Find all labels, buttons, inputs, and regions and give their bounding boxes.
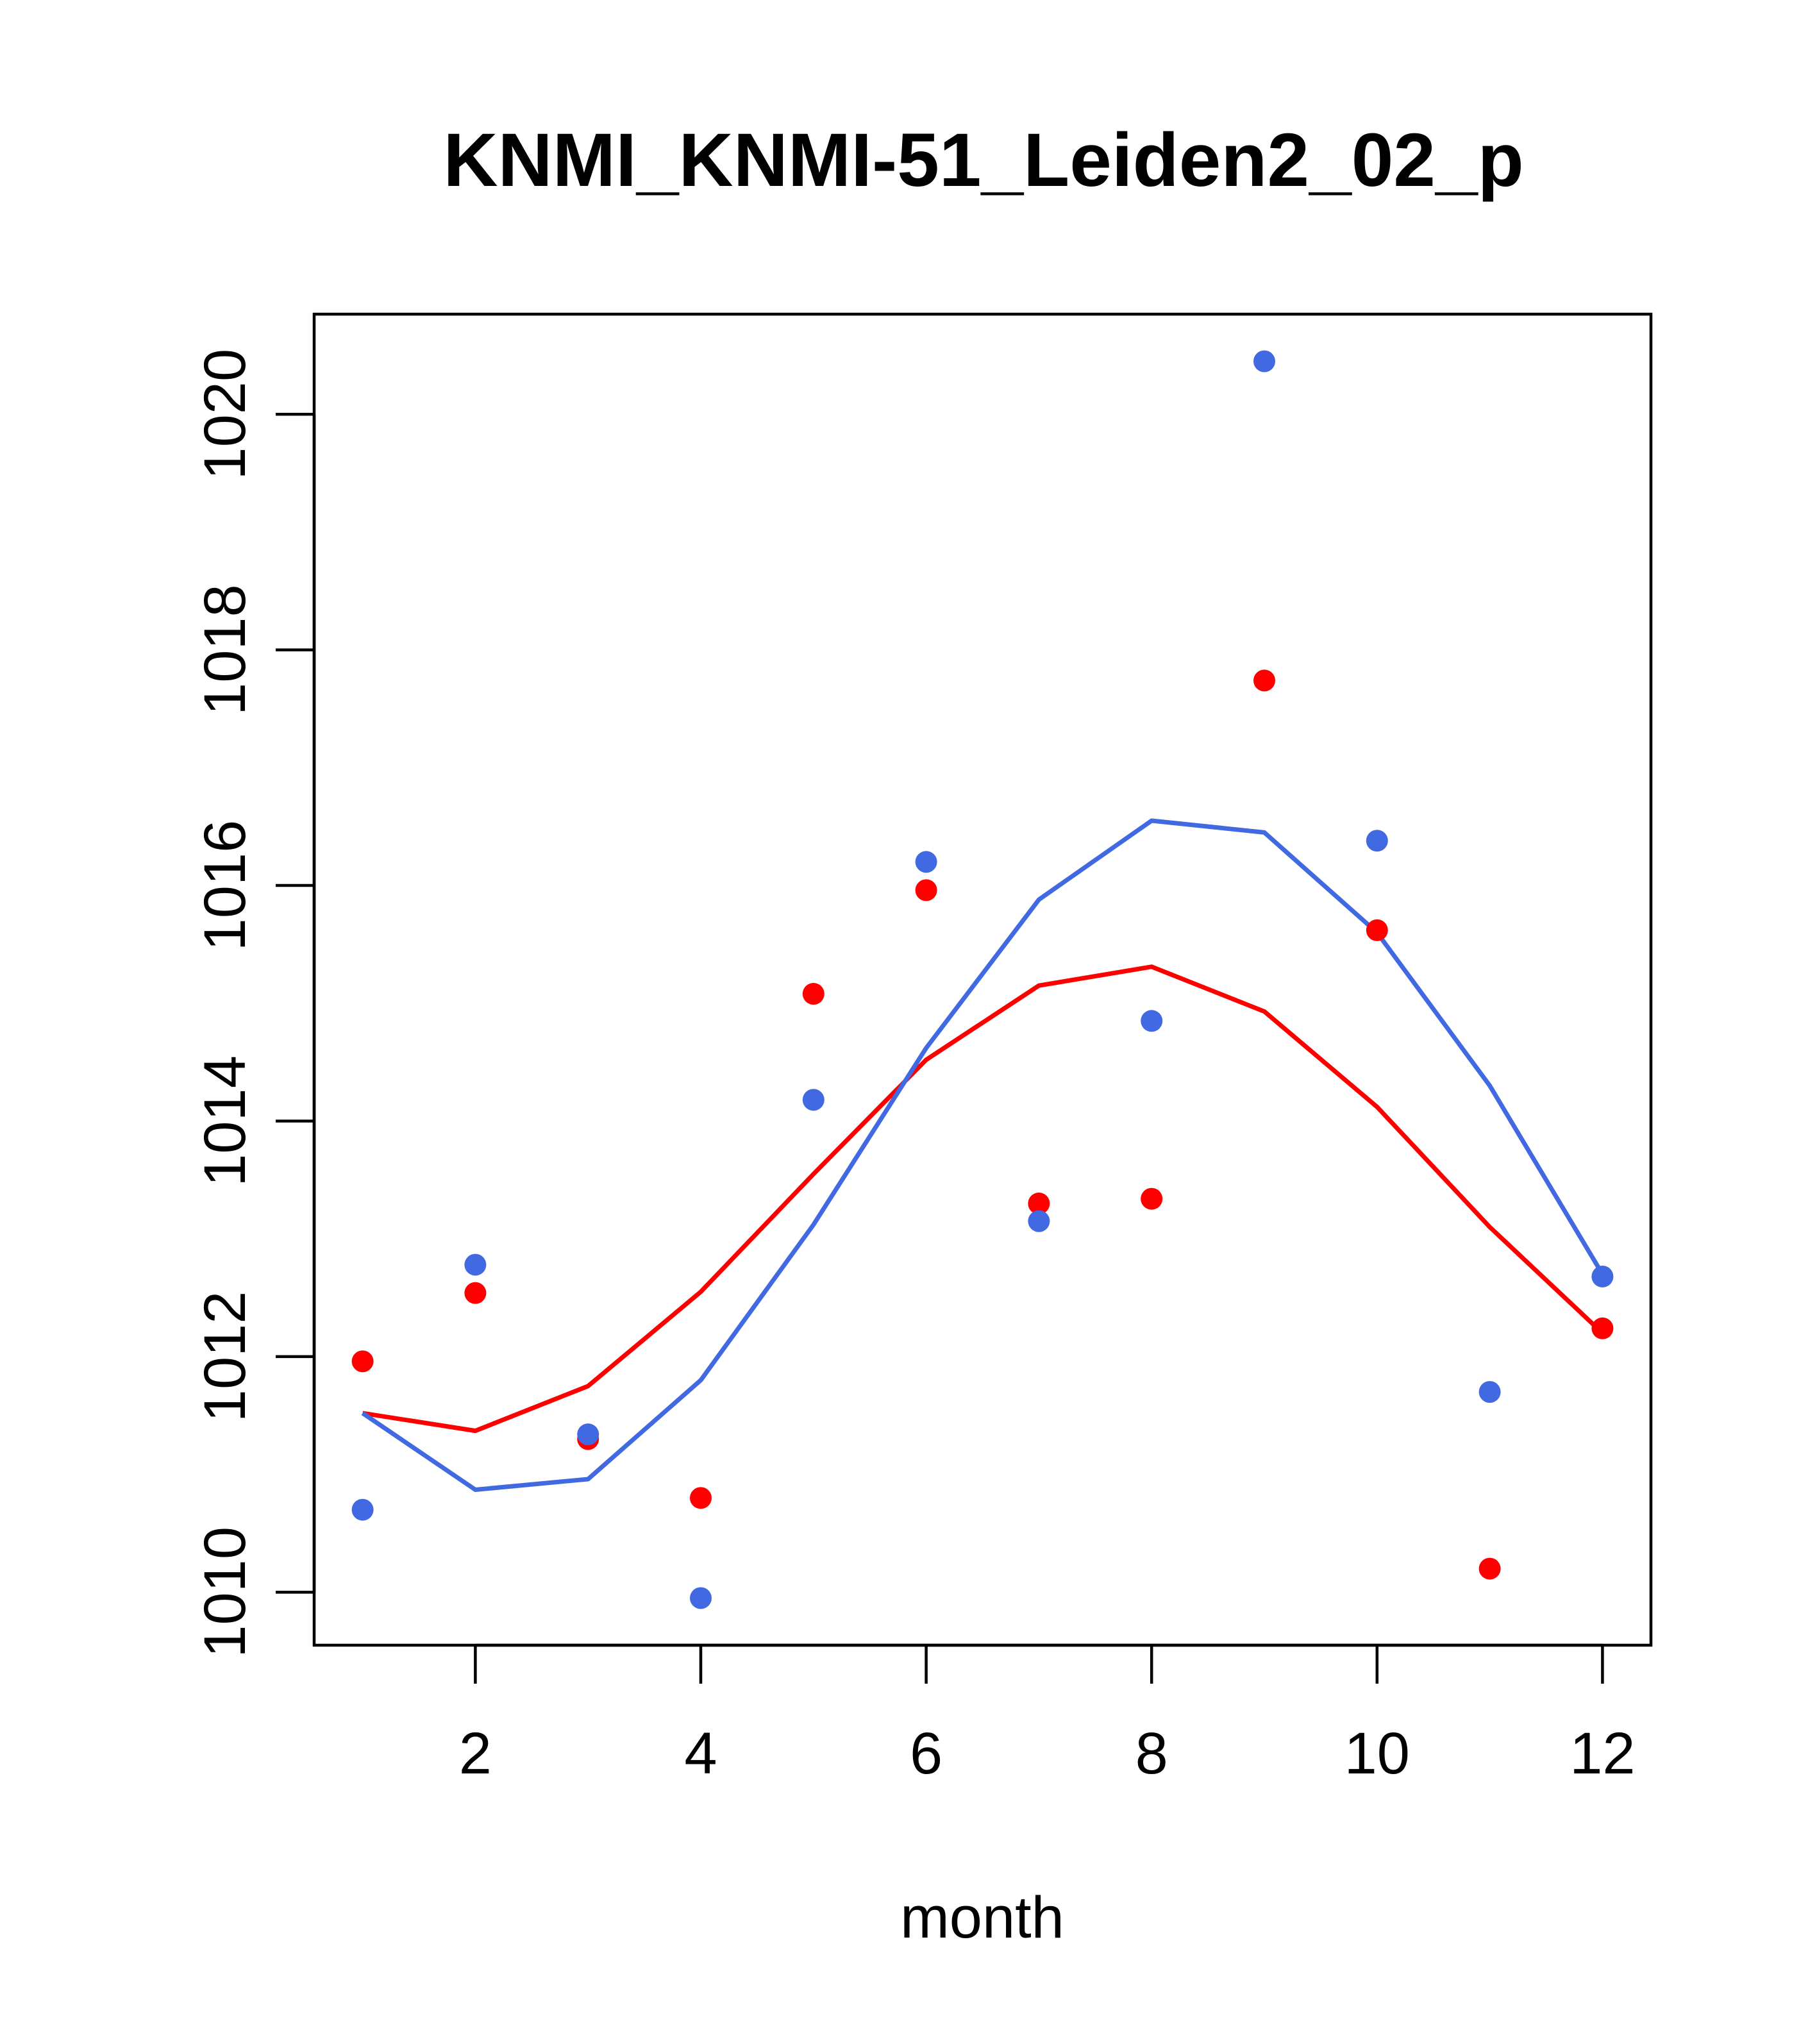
series-points xyxy=(351,350,1614,1609)
x-axis-label: month xyxy=(900,1885,1064,1950)
data-point-red xyxy=(802,983,825,1005)
data-point-red xyxy=(1366,919,1388,941)
data-point-red xyxy=(351,1350,374,1373)
data-point-red xyxy=(1478,1557,1501,1580)
data-point-red xyxy=(1253,669,1276,692)
data-point-blue xyxy=(689,1587,712,1609)
data-point-blue xyxy=(802,1089,825,1111)
y-tick-label: 1010 xyxy=(192,1527,258,1658)
plot-frame xyxy=(312,312,1653,1647)
y-axis: 1010 1012 1014 1016 1018 1020 xyxy=(192,349,316,1658)
y-tick-label: 1012 xyxy=(192,1291,258,1423)
data-point-blue xyxy=(1591,1265,1614,1287)
data-point-blue xyxy=(464,1253,487,1276)
data-point-red xyxy=(689,1487,712,1509)
x-axis: 2 4 6 8 10 12 xyxy=(459,1643,1636,1786)
series-line-blue xyxy=(361,818,1605,1492)
data-point-blue xyxy=(1253,350,1276,373)
data-point-blue xyxy=(1478,1381,1501,1403)
data-point-blue xyxy=(1366,830,1388,852)
x-tick-label: 10 xyxy=(1344,1721,1410,1786)
data-point-blue xyxy=(1028,1210,1050,1232)
x-tick-label: 4 xyxy=(684,1721,717,1786)
data-point-blue xyxy=(351,1498,374,1521)
data-point-red xyxy=(915,879,937,901)
data-point-red xyxy=(1141,1187,1163,1210)
data-point-blue xyxy=(915,851,937,873)
y-tick-label: 1016 xyxy=(192,820,258,951)
x-tick-label: 8 xyxy=(1135,1721,1168,1786)
x-tick-label: 12 xyxy=(1570,1721,1635,1786)
y-tick-label: 1020 xyxy=(192,349,258,480)
data-point-red xyxy=(1028,1193,1050,1215)
x-tick-label: 6 xyxy=(910,1721,942,1786)
y-tick-label: 1018 xyxy=(192,584,258,716)
data-point-blue xyxy=(1141,1010,1163,1032)
x-tick-label: 2 xyxy=(459,1721,492,1786)
data-point-red xyxy=(464,1282,487,1304)
data-point-red xyxy=(1591,1317,1614,1339)
y-tick-label: 1014 xyxy=(192,1055,258,1187)
series-line-red xyxy=(362,964,1604,1434)
chart-title: KNMI_KNMI-51_Leiden2_02_p xyxy=(443,118,1523,203)
series-lines xyxy=(361,818,1605,1492)
data-point-blue xyxy=(577,1423,599,1446)
